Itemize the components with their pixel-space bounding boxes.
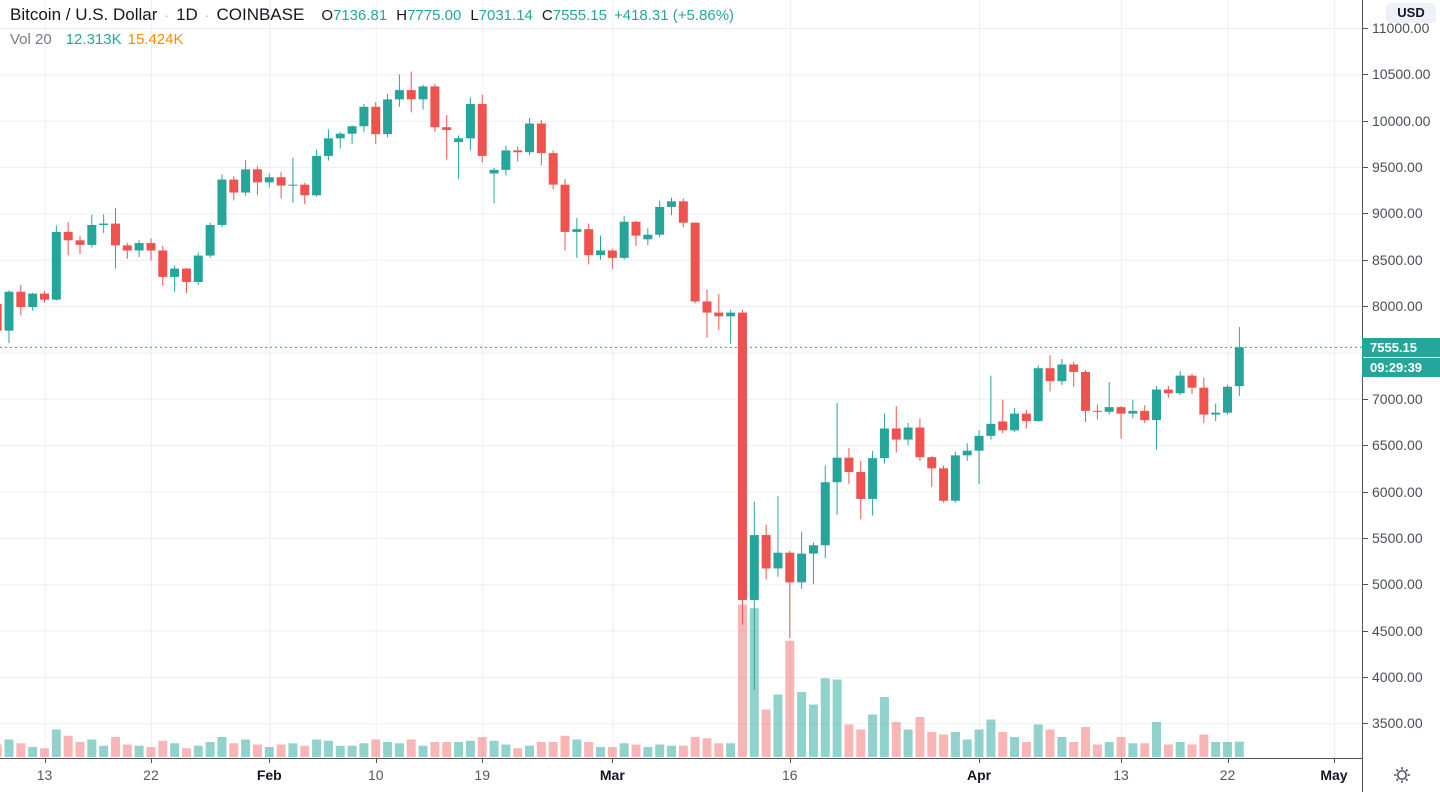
ohlc-values: O7136.81 H7775.00 L7031.14 C7555.15 [321,7,607,24]
time-tick-mark [1121,759,1123,763]
time-tick-mark [482,759,484,763]
time-tick-mark [375,759,377,763]
candles [0,71,1244,690]
time-tick-mark [612,759,614,763]
time-tick-mark [44,759,46,763]
time-tick: 10 [367,767,384,783]
volume-indicator-legend: Vol 20 12.313K 15.424K [10,31,184,48]
volume-ma-value: 15.424K [127,31,184,48]
low-value: L7031.14 [470,7,533,24]
currency-toggle-button[interactable]: USD [1386,3,1436,23]
high-value: H7775.00 [396,7,462,24]
time-tick: May [1320,767,1348,783]
price-tick: 10000.00 [1363,113,1440,129]
price-tick: 6500.00 [1363,437,1440,453]
close-value: C7555.15 [541,7,607,24]
time-tick: 19 [474,767,490,783]
interval-label[interactable]: 1D [176,5,198,24]
last-price-label: 7555.15 [1362,337,1440,357]
price-tick: 5000.00 [1363,576,1440,592]
bar-countdown-label: 09:29:39 [1362,357,1440,377]
grid-lines [0,0,1362,758]
time-tick: Feb [256,767,282,783]
change-value: +418.31 (+5.86%) [613,7,735,24]
time-tick-mark [1333,759,1335,763]
price-tick: 9000.00 [1363,205,1440,221]
time-tick: 22 [143,767,159,783]
axis-settings-button[interactable] [1362,758,1440,792]
price-tick: 8500.00 [1363,252,1440,268]
candlestick-plot[interactable] [0,0,1362,758]
price-tick: 4500.00 [1363,623,1440,639]
open-value: O7136.81 [321,7,388,24]
time-tick: Mar [599,767,625,783]
time-axis[interactable]: 13 22 Feb 10 19 Mar 16 Apr 13 22 May [0,758,1440,792]
price-tick: 11000.00 [1363,20,1440,36]
gear-icon [1393,767,1410,783]
price-tick: 5500.00 [1363,530,1440,546]
volume-current-value: 12.313K [65,31,122,48]
price-tick: 10500.00 [1363,66,1440,82]
time-tick: 22 [1219,767,1236,783]
volume-bars [0,604,1244,757]
price-tick: 9500.00 [1363,159,1440,175]
time-tick-mark [269,759,271,763]
time-tick: 13 [36,767,53,783]
time-tick: 13 [1113,767,1129,783]
price-tick: 4000.00 [1363,669,1440,685]
time-tick-mark [1227,759,1229,763]
time-tick: 16 [781,767,798,783]
price-tick: 8000.00 [1363,298,1440,314]
separator-dot: · [204,7,210,23]
price-tick: 3500.00 [1363,715,1440,731]
time-tick: Apr [967,767,992,783]
time-tick-mark [150,759,152,763]
price-axis[interactable]: 11000.00 10500.00 10000.00 9500.00 9000.00 85… [1362,0,1440,758]
symbol-title[interactable]: Bitcoin / U.S. Dollar [10,5,158,24]
time-tick-mark [789,759,791,763]
time-tick-mark [979,759,981,763]
chart-legend: Bitcoin / U.S. Dollar · 1D · COINBASE O7… [10,5,734,25]
exchange-label: COINBASE [216,5,305,24]
price-tick: 6000.00 [1363,484,1440,500]
separator-dot: · [164,7,170,23]
price-tick: 7000.00 [1363,391,1440,407]
volume-indicator-name[interactable]: Vol 20 [10,31,52,48]
